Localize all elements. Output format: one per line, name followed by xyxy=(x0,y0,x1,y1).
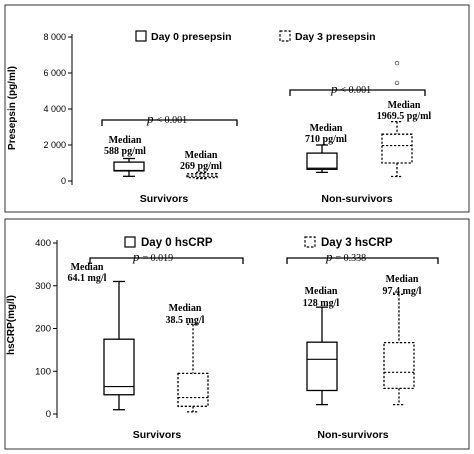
bottom-panel-border xyxy=(4,218,470,450)
box-day0-non-survivors xyxy=(306,144,338,174)
hscrp-bracket-non-survivors: p = 0.338 xyxy=(286,249,439,264)
hscrp-boxes xyxy=(103,280,415,413)
presepsin-bracket-non-survivors: p < 0.001 xyxy=(289,81,426,96)
box-day0-non-survivors xyxy=(306,306,338,406)
y-tick-label: 100 xyxy=(35,366,51,377)
median-label-survivors-day0: Median xyxy=(71,262,104,273)
median-value-non-survivors-day3: 1969.5 pg/ml xyxy=(377,111,432,122)
hscrp-y-axis: 0 100 200 300 400 xyxy=(35,238,58,420)
legend-label-day3: Day 3 hsCRP xyxy=(321,237,393,249)
hscrp-legend: Day 0 hsCRP Day 3 hsCRP xyxy=(124,236,393,249)
median-label-non-survivors-day0: Median xyxy=(305,286,338,297)
y-tick-label: 6 000 xyxy=(43,68,66,78)
presepsin-y-axis-label: Presepsin (pg/ml) xyxy=(7,66,18,150)
box-day3-survivors xyxy=(186,171,218,180)
hscrp-y-axis-label: hsCRP(mg/l) xyxy=(6,295,17,355)
median-value-non-survivors-day0: 128 mg/l xyxy=(303,298,340,309)
y-tick-label: 400 xyxy=(35,238,51,249)
top-panel-border xyxy=(4,4,470,213)
box-day3-non-survivors xyxy=(383,293,415,406)
y-tick-label: 8 000 xyxy=(43,32,66,42)
median-label-non-survivors-day3: Median xyxy=(388,100,421,111)
box-day3-non-survivors xyxy=(381,60,413,178)
median-label-non-survivors-day0: Median xyxy=(310,123,343,134)
median-label-non-survivors-day3: Median xyxy=(386,274,419,285)
presepsin-bracket-survivors: p < 0.001 xyxy=(101,111,238,126)
category-label-non-survivors: Non-survivors xyxy=(317,429,388,441)
hscrp-bracket-survivors: p = 0.019 xyxy=(89,249,244,264)
y-tick-label: 200 xyxy=(35,324,51,335)
y-tick-label: 4 000 xyxy=(43,104,66,114)
category-label-survivors: Survivors xyxy=(140,193,189,205)
box-day3-survivors xyxy=(177,323,209,413)
median-label-survivors-day3: Median xyxy=(169,303,202,314)
median-label-survivors-day0: Median xyxy=(109,135,142,146)
median-label-survivors-day3: Median xyxy=(185,150,218,161)
box-day0-survivors xyxy=(113,157,145,177)
p-value-non-survivors: p < 0.001 xyxy=(330,81,371,96)
median-value-survivors-day3: 269 pg/ml xyxy=(180,161,222,172)
median-value-survivors-day0: 64.1 mg/l xyxy=(68,273,107,284)
legend-swatch-day0 xyxy=(135,30,147,42)
legend-label-day0: Day 0 presepsin xyxy=(151,31,232,43)
y-tick-label: 300 xyxy=(35,281,51,292)
presepsin-boxes xyxy=(113,60,413,180)
iqr-box xyxy=(306,341,338,392)
iqr-box xyxy=(113,161,145,172)
presepsin-legend: Day 0 presepsin Day 3 presepsin xyxy=(135,30,376,43)
box-day0-survivors xyxy=(103,280,135,411)
legend-label-day0: Day 0 hsCRP xyxy=(141,237,213,249)
median-value-non-survivors-day3: 97.4 mg/l xyxy=(383,286,422,297)
outlier-point xyxy=(394,80,400,86)
iqr-box xyxy=(177,372,209,407)
iqr-box xyxy=(306,152,338,170)
median-value-survivors-day0: 588 pg/ml xyxy=(104,146,146,157)
y-tick-label: 0 xyxy=(61,176,66,186)
iqr-box xyxy=(381,133,413,164)
presepsin-y-axis: 0 2 000 4 000 6 000 8 000 xyxy=(43,32,73,186)
category-label-survivors: Survivors xyxy=(133,429,182,441)
median-value-survivors-day3: 38.5 mg/l xyxy=(166,315,205,326)
p-value-survivors: p = 0.019 xyxy=(132,249,173,264)
median-value-non-survivors-day0: 710 pg/ml xyxy=(305,134,347,145)
outlier-point xyxy=(394,60,400,66)
legend-swatch-day3 xyxy=(304,236,316,248)
iqr-box xyxy=(103,338,135,396)
p-value-non-survivors: p = 0.338 xyxy=(325,249,366,264)
legend-swatch-day3 xyxy=(279,30,291,42)
legend-swatch-day0 xyxy=(124,236,136,248)
category-label-non-survivors: Non-survivors xyxy=(321,193,392,205)
hscrp-chart: hsCRP(mg/l) 0 100 200 300 400 Day 0 hsCRP Da… xyxy=(6,236,439,441)
y-tick-label: 0 xyxy=(46,409,51,420)
iqr-box xyxy=(383,341,415,390)
y-tick-label: 2 000 xyxy=(43,140,66,150)
legend-label-day3: Day 3 presepsin xyxy=(295,31,376,43)
p-value-survivors: p < 0.001 xyxy=(146,111,187,126)
